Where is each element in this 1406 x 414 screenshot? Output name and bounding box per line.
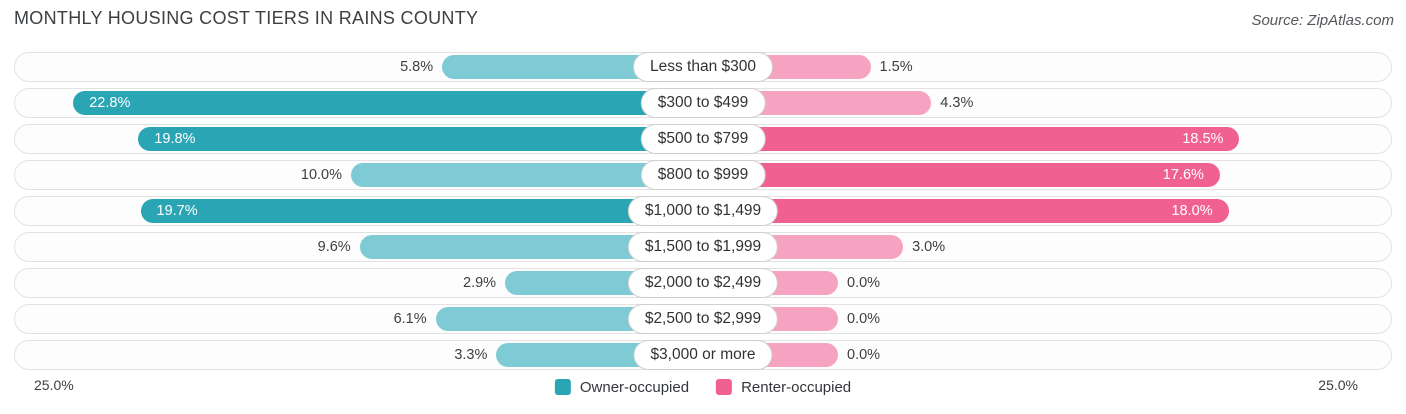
renter-value-label: 0.0% bbox=[847, 311, 881, 327]
legend-label-renter-occupied: Renter-occupied bbox=[741, 378, 852, 396]
owner-occupied-bar bbox=[140, 199, 702, 223]
bar-chart: 5.8% 1.5% Less than $300 22.8% 4.3% $300 to $… bbox=[14, 52, 1392, 376]
legend-swatch-owner-occupied bbox=[554, 379, 571, 395]
legend: Owner-occupied Renter-occupied bbox=[554, 377, 852, 397]
owner-value-label: 19.7% bbox=[156, 203, 198, 219]
category-label: $1,500 to $1,999 bbox=[627, 232, 779, 262]
category-label: Less than $300 bbox=[632, 52, 774, 82]
renter-occupied-bar bbox=[704, 163, 1220, 187]
legend-label-owner-occupied: Owner-occupied bbox=[579, 378, 690, 396]
renter-value-label: 0.0% bbox=[847, 275, 881, 291]
owner-value-label: 9.6% bbox=[317, 239, 351, 255]
chart-row: 10.0% 17.6% $800 to $999 bbox=[14, 160, 1392, 190]
renter-occupied-bar bbox=[704, 127, 1240, 151]
owner-value-label: 6.1% bbox=[393, 311, 427, 327]
chart-row: 6.1% 0.0% $2,500 to $2,999 bbox=[14, 304, 1392, 334]
category-label: $3,000 or more bbox=[633, 340, 773, 370]
owner-value-label: 2.9% bbox=[463, 275, 497, 291]
renter-value-label: 0.0% bbox=[847, 347, 881, 363]
renter-value-label: 17.6% bbox=[1162, 167, 1204, 183]
chart-row: 22.8% 4.3% $300 to $499 bbox=[14, 88, 1392, 118]
chart-row: 2.9% 0.0% $2,000 to $2,499 bbox=[14, 268, 1392, 298]
owner-value-label: 19.8% bbox=[154, 131, 196, 147]
renter-value-label: 18.0% bbox=[1171, 203, 1213, 219]
chart-row: 19.8% 18.5% $500 to $799 bbox=[14, 124, 1392, 154]
owner-value-label: 5.8% bbox=[400, 59, 434, 75]
category-label: $800 to $999 bbox=[640, 160, 766, 190]
owner-value-label: 3.3% bbox=[454, 347, 488, 363]
renter-occupied-bar bbox=[704, 199, 1229, 223]
owner-value-label: 10.0% bbox=[300, 167, 342, 183]
chart-row: 5.8% 1.5% Less than $300 bbox=[14, 52, 1392, 82]
x-axis-label-right: 25.0% bbox=[1318, 377, 1358, 393]
legend-swatch-renter-occupied bbox=[716, 379, 733, 395]
x-axis-label-left: 25.0% bbox=[34, 377, 74, 393]
chart-row: 9.6% 3.0% $1,500 to $1,999 bbox=[14, 232, 1392, 262]
renter-value-label: 3.0% bbox=[912, 239, 946, 255]
source-attribution: Source: ZipAtlas.com bbox=[1251, 12, 1394, 29]
category-label: $2,500 to $2,999 bbox=[627, 304, 779, 334]
chart-row: 3.3% 0.0% $3,000 or more bbox=[14, 340, 1392, 370]
renter-value-label: 1.5% bbox=[879, 59, 913, 75]
owner-occupied-bar bbox=[138, 127, 702, 151]
owner-value-label: 22.8% bbox=[89, 95, 131, 111]
category-label: $500 to $799 bbox=[640, 124, 766, 154]
owner-occupied-bar bbox=[73, 91, 702, 115]
category-label: $2,000 to $2,499 bbox=[627, 268, 779, 298]
chart-row: 19.7% 18.0% $1,000 to $1,499 bbox=[14, 196, 1392, 226]
renter-value-label: 4.3% bbox=[940, 95, 974, 111]
category-label: $300 to $499 bbox=[640, 88, 766, 118]
renter-value-label: 18.5% bbox=[1182, 131, 1224, 147]
category-label: $1,000 to $1,499 bbox=[627, 196, 779, 226]
chart-title: MONTHLY HOUSING COST TIERS IN RAINS COUN… bbox=[14, 8, 479, 28]
